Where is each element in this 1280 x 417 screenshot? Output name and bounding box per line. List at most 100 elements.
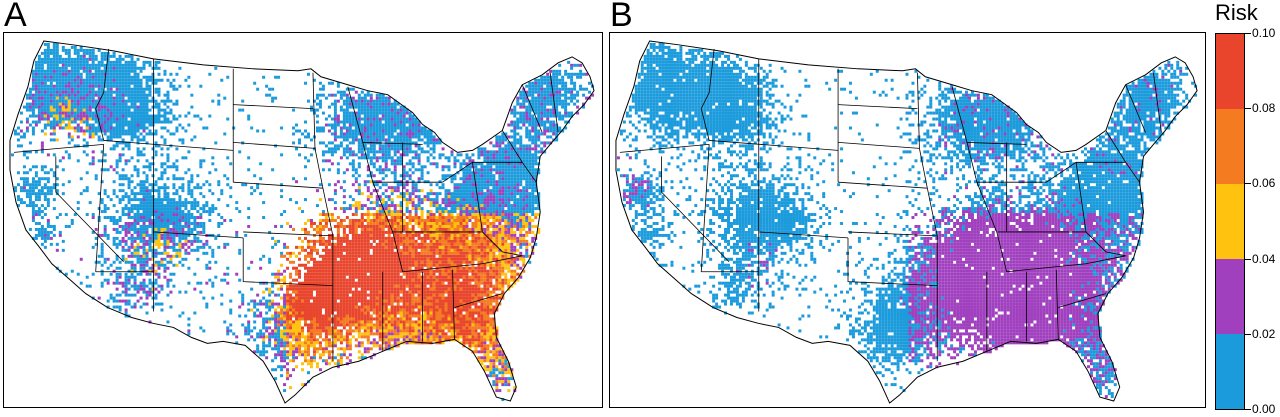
risk-pixel [118, 123, 122, 127]
risk-pixel [109, 219, 113, 222]
risk-pixel [52, 84, 56, 88]
risk-pixel [522, 242, 526, 246]
risk-pixel [414, 186, 418, 190]
risk-pixel [40, 111, 44, 115]
risk-pixel [46, 117, 50, 121]
risk-pixel [100, 54, 104, 58]
risk-pixel [133, 126, 137, 130]
risk-pixel [19, 198, 23, 202]
risk-pixel [163, 236, 167, 240]
risk-pixel [468, 233, 472, 237]
risk-pixel [426, 192, 430, 196]
risk-pixel [357, 239, 361, 243]
risk-pixel [76, 87, 80, 91]
risk-pixel [133, 207, 137, 211]
risk-pixel [154, 114, 158, 118]
risk-pixel [121, 168, 125, 172]
risk-pixel [534, 81, 538, 85]
risk-pixel [64, 72, 68, 76]
risk-pixel [525, 219, 529, 222]
risk-pixel [567, 60, 571, 64]
risk-pixel [474, 213, 478, 217]
risk-pixel [399, 180, 403, 184]
risk-pixel [501, 213, 505, 217]
risk-pixel [459, 198, 463, 202]
risk-pixel [504, 239, 508, 243]
risk-pixel [157, 117, 161, 121]
risk-pixel [327, 114, 331, 118]
risk-pixel [103, 51, 107, 55]
risk-pixel [423, 239, 427, 243]
risk-pixel [369, 207, 373, 211]
risk-pixel [318, 87, 322, 91]
risk-pixel [414, 183, 418, 187]
risk-pixel [414, 144, 418, 148]
risk-pixel [61, 120, 65, 124]
risk-pixel [534, 216, 538, 220]
risk-pixel [124, 105, 128, 109]
risk-pixel [43, 81, 47, 85]
risk-pixel [384, 165, 388, 169]
risk-pixel [40, 108, 44, 112]
risk-pixel [357, 102, 361, 106]
risk-pixel [148, 84, 152, 88]
risk-pixel [396, 108, 400, 112]
risk-pixel [76, 144, 80, 148]
risk-pixel [336, 123, 340, 127]
risk-pixel [513, 132, 517, 136]
risk-pixel [40, 87, 44, 91]
risk-pixel [22, 165, 26, 169]
risk-pixel [495, 248, 499, 252]
risk-pixel [447, 239, 451, 243]
risk-pixel [462, 195, 466, 199]
risk-pixel [61, 183, 65, 187]
risk-pixel [133, 69, 137, 73]
risk-pixel [429, 219, 433, 222]
risk-pixel [145, 186, 149, 190]
risk-pixel [46, 153, 50, 157]
risk-pixel [426, 171, 430, 175]
risk-pixel [363, 224, 367, 228]
risk-pixel [178, 251, 182, 255]
risk-pixel [73, 105, 77, 109]
risk-pixel [360, 221, 364, 225]
risk-pixel [477, 147, 481, 151]
risk-pixel [109, 198, 113, 202]
risk-pixel [46, 75, 50, 79]
risk-pixel [130, 156, 134, 160]
risk-pixel [166, 210, 170, 214]
risk-pixel [411, 126, 415, 130]
risk-pixel [435, 242, 439, 246]
risk-pixel [133, 219, 137, 222]
risk-pixel [318, 198, 322, 202]
risk-pixel [516, 216, 520, 220]
risk-pixel [498, 216, 502, 220]
risk-pixel [534, 117, 538, 121]
risk-pixel [549, 135, 553, 139]
risk-pixel [31, 189, 35, 193]
risk-pixel [528, 177, 532, 181]
risk-pixel [85, 93, 89, 97]
risk-pixel [145, 248, 149, 252]
risk-pixel [112, 105, 116, 109]
risk-pixel [22, 132, 26, 136]
risk-pixel [468, 230, 472, 234]
risk-pixel [148, 242, 152, 246]
risk-pixel [417, 198, 421, 202]
risk-pixel [549, 84, 553, 88]
risk-pixel [148, 201, 152, 205]
risk-pixel [163, 189, 167, 193]
risk-pixel [558, 81, 562, 85]
risk-pixel [402, 219, 406, 222]
risk-pixel [157, 186, 161, 190]
risk-pixel [145, 120, 149, 124]
risk-pixel [145, 141, 149, 145]
risk-pixel [127, 198, 131, 202]
risk-pixel [378, 129, 382, 133]
risk-pixel [429, 239, 433, 243]
risk-pixel [390, 186, 394, 190]
risk-pixel [381, 138, 385, 142]
risk-pixel [435, 239, 439, 243]
risk-pixel [160, 219, 164, 222]
risk-pixel [301, 239, 304, 243]
